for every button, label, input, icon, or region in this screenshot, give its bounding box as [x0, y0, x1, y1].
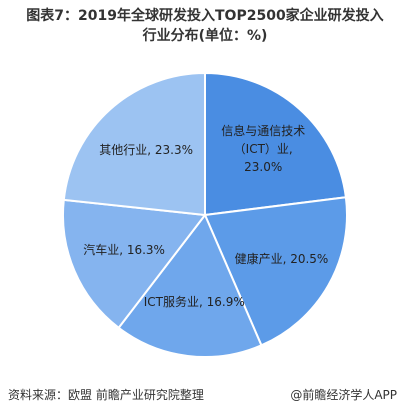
chart-title: 图表7：2019年全球研发投入TOP2500家企业研发投入行业分布(单位：%)	[26, 8, 384, 44]
pie-slice	[204, 71, 347, 217]
data-label: 其他行业, 23.3%	[99, 142, 194, 157]
source: 资料来源：欧盟 前瞻产业研究院整理	[8, 388, 204, 402]
data-label: 汽车业, 16.3%	[83, 242, 165, 257]
data-label: ICT服务业, 16.9%	[143, 295, 245, 310]
pie-slice	[62, 198, 207, 330]
data-label: 信息与通信技术（ICT）业, 23.0%	[221, 123, 306, 174]
pie-slice	[203, 196, 348, 347]
pie-slice	[117, 213, 263, 358]
brand: @前瞻经济学人APP	[290, 388, 397, 402]
pie-slice	[62, 71, 206, 217]
data-label: 健康产业, 20.5%	[234, 251, 329, 266]
